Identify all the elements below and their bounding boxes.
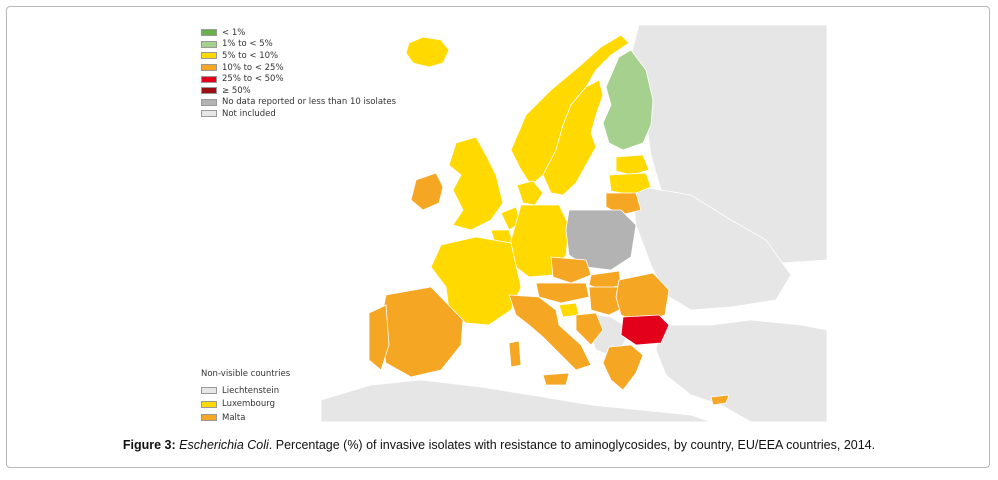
legend-label: Liechtenstein (222, 385, 280, 396)
greece (602, 344, 644, 391)
non-visible-item: Liechtenstein (201, 384, 290, 398)
turkey-region (655, 319, 827, 422)
france (430, 236, 522, 326)
poland (565, 209, 637, 271)
non-visible-item: Malta (201, 411, 290, 425)
legend-swatch (201, 110, 217, 118)
sicily (542, 372, 570, 386)
legend-swatch (201, 98, 217, 106)
non-visible-item: Luxembourg (201, 398, 290, 412)
legend-swatch (201, 29, 217, 37)
iceland (405, 36, 450, 68)
croatia (575, 312, 604, 346)
organism-name: Escherichia Coli (179, 438, 269, 452)
bulgaria (620, 314, 670, 346)
figure-caption: Figure 3: Escherichia Coli. Percentage (… (0, 438, 998, 452)
cyprus (710, 394, 730, 406)
non-visible-legend: Non-visible countries Liechtenstein Luxem… (201, 368, 290, 425)
legend-label: No data reported or less than 10 isolate… (222, 97, 397, 108)
legend-swatch (201, 40, 217, 48)
sardinia (508, 340, 522, 368)
sweden (542, 79, 604, 196)
belarus-ukraine (630, 184, 792, 311)
legend-item: 1% to < 5% (201, 39, 396, 51)
legend-label: Malta (222, 412, 246, 423)
non-visible-rows: Liechtenstein Luxembourg Malta (201, 384, 290, 425)
legend-label: Luxembourg (222, 399, 275, 410)
non-visible-title: Non-visible countries (201, 369, 291, 379)
legend-item: Not included (201, 108, 396, 120)
legend-label: ≥ 50% (222, 85, 251, 96)
denmark (516, 180, 544, 206)
legend-label: 5% to < 10% (222, 50, 279, 61)
map-svg (191, 25, 827, 422)
austria (535, 282, 590, 304)
north-africa (320, 379, 712, 422)
legend-item: ≥ 50% (201, 85, 396, 97)
legend-label: < 1% (222, 27, 246, 38)
legend-swatch (201, 75, 217, 83)
united-kingdom (448, 136, 504, 231)
legend-item: < 1% (201, 27, 396, 39)
legend-label: Not included (222, 108, 276, 119)
legend-label: 10% to < 25% (222, 62, 284, 73)
legend-swatch (201, 64, 217, 72)
legend-label: 1% to < 5% (222, 39, 273, 50)
figure-label: Figure 3: (122, 438, 176, 452)
latvia (608, 172, 652, 196)
estonia (615, 154, 650, 176)
legend-item: 10% to < 25% (201, 62, 396, 74)
legend-item: No data reported or less than 10 isolate… (201, 97, 396, 109)
caption-text: . Percentage (%) of invasive isolates wi… (268, 438, 876, 452)
portugal (368, 304, 390, 371)
europe-map (191, 25, 827, 422)
legend-swatch (201, 400, 217, 408)
czech-republic (550, 256, 592, 284)
legend-swatch (201, 52, 217, 60)
lithuania (605, 192, 642, 216)
legend-item: 25% to < 50% (201, 73, 396, 85)
legend-swatch (201, 87, 217, 95)
legend-swatch (201, 387, 217, 395)
italy (508, 294, 592, 371)
legend: < 1% 1% to < 5% 5% to < 10% 10% to < 25% 25%… (201, 27, 396, 120)
legend-swatch (201, 414, 217, 422)
finland (602, 49, 654, 151)
legend-label: 25% to < 50% (222, 74, 284, 85)
legend-item: 5% to < 10% (201, 50, 396, 62)
ireland (410, 172, 444, 211)
